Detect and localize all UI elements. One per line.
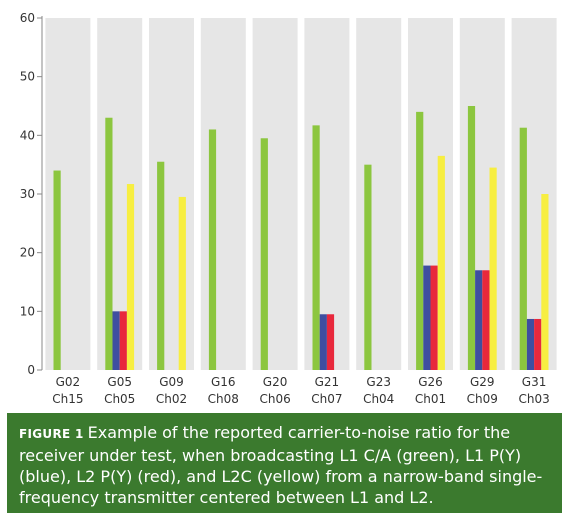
chart: 0 10 20 30 40 50 60 G02 Ch15 G05 Ch05 G09 Ch02 G16 Ch0… bbox=[20, 11, 557, 406]
y-tick-label: 0 bbox=[27, 363, 35, 377]
x-label-channel: Ch09 bbox=[467, 392, 498, 406]
column-background bbox=[149, 18, 194, 370]
y-tick-label: 20 bbox=[20, 246, 35, 260]
bar-l2py bbox=[430, 265, 438, 370]
bar-l2py bbox=[326, 314, 335, 370]
x-label-channel: Ch05 bbox=[104, 392, 135, 406]
column-background bbox=[252, 18, 298, 370]
x-label-channel: Ch07 bbox=[311, 392, 342, 406]
bar-l2py bbox=[119, 311, 127, 370]
bar-l2c bbox=[178, 196, 186, 370]
x-label-satellite: G02 bbox=[56, 375, 81, 389]
y-tick-label: 60 bbox=[20, 11, 35, 25]
bar-l2c bbox=[126, 184, 135, 370]
x-label-channel: Ch03 bbox=[518, 392, 549, 406]
bar-l1ca bbox=[105, 117, 113, 370]
x-label-satellite: G23 bbox=[366, 375, 391, 389]
x-label-satellite: G21 bbox=[315, 375, 340, 389]
bar-l1py bbox=[423, 265, 431, 370]
bar-l2py bbox=[482, 270, 490, 370]
column-background bbox=[356, 18, 402, 370]
column-background bbox=[304, 18, 350, 370]
y-tick-label: 50 bbox=[20, 70, 35, 84]
bar-l2c bbox=[437, 155, 445, 370]
column-background bbox=[45, 18, 91, 370]
x-label-satellite: G20 bbox=[263, 375, 288, 389]
bar-l1ca bbox=[312, 125, 320, 370]
bar-l1ca bbox=[364, 164, 372, 370]
x-label-channel: Ch15 bbox=[52, 392, 83, 406]
bar-l1ca bbox=[260, 138, 268, 370]
bar-l1ca bbox=[157, 161, 165, 370]
x-label-satellite: G31 bbox=[522, 375, 547, 389]
x-label-satellite: G16 bbox=[211, 375, 236, 389]
y-tick-label: 40 bbox=[20, 128, 35, 142]
x-label-channel: Ch02 bbox=[156, 392, 187, 406]
x-label-satellite: G29 bbox=[470, 375, 495, 389]
bar-l1ca bbox=[519, 127, 527, 370]
bar-l1ca bbox=[208, 129, 217, 370]
bar-l1ca bbox=[53, 170, 61, 370]
caption-text: Example of the reported carrier-to-noise… bbox=[19, 423, 543, 507]
bar-l1py bbox=[475, 270, 483, 370]
bar-l2c bbox=[489, 167, 497, 370]
x-label-channel: Ch08 bbox=[208, 392, 239, 406]
bar-l1py bbox=[112, 311, 120, 370]
figure-label: FIGURE 1 bbox=[19, 427, 84, 441]
column-background bbox=[200, 18, 246, 370]
figure-caption: FIGURE 1 Example of the reported carrier-… bbox=[7, 413, 562, 513]
bar-l1ca bbox=[416, 111, 424, 370]
x-label-satellite: G05 bbox=[107, 375, 132, 389]
bar-l1py bbox=[319, 314, 327, 370]
bar-l2py bbox=[534, 318, 542, 370]
x-label-satellite: G09 bbox=[159, 375, 184, 389]
x-label-satellite: G26 bbox=[418, 375, 443, 389]
bar-l1ca bbox=[467, 106, 476, 370]
x-label-channel: Ch01 bbox=[415, 392, 446, 406]
bar-l2c bbox=[541, 194, 549, 370]
bar-l1py bbox=[526, 318, 535, 370]
y-tick-label: 30 bbox=[20, 187, 35, 201]
y-tick-label: 10 bbox=[20, 304, 35, 318]
column-background bbox=[511, 18, 557, 370]
x-label-channel: Ch06 bbox=[259, 392, 290, 406]
x-label-channel: Ch04 bbox=[363, 392, 394, 406]
